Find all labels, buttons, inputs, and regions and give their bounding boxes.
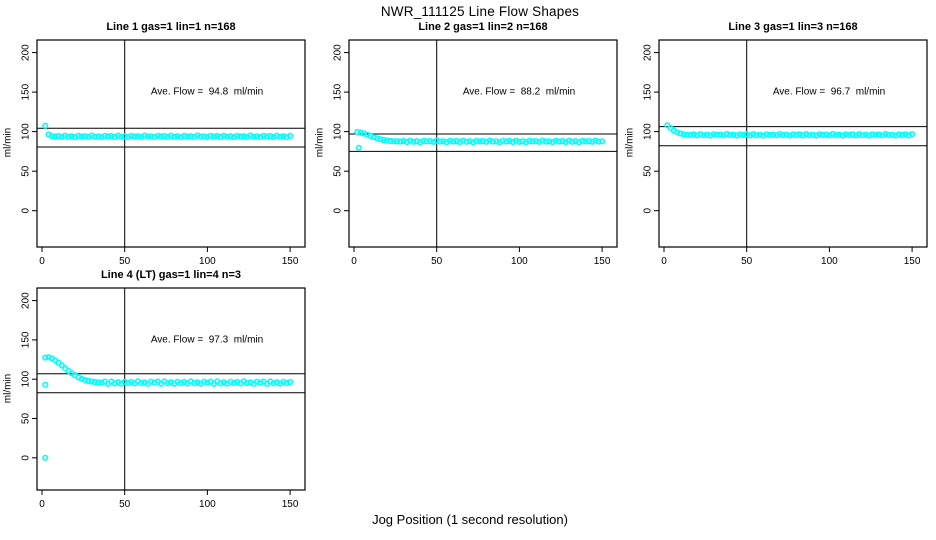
y-axis-label: ml/min (314, 127, 326, 158)
svg-text:200: 200 (21, 44, 32, 61)
subplot-line-4: Line 4 (LT) gas=1 lin=4 n=3 ml/min Ave. … (0, 263, 312, 510)
svg-text:0: 0 (39, 256, 45, 265)
subplot-title: Line 2 gas=1 lin=2 n=168 (418, 21, 548, 33)
svg-text:50: 50 (119, 499, 131, 510)
svg-text:150: 150 (282, 499, 299, 510)
plot-area: 0 50 100 150 0 50 100 150 200 (21, 39, 306, 265)
figure-title: NWR_111125 Line Flow Shapes (380, 4, 580, 19)
subplot-line-2: Line 2 gas=1 lin=2 n=168 ml/min Ave. Flo… (312, 15, 624, 265)
svg-text:50: 50 (21, 413, 32, 425)
svg-text:0: 0 (21, 207, 32, 213)
svg-text:100: 100 (821, 256, 838, 265)
svg-text:50: 50 (119, 256, 131, 265)
subplot-line-1: Line 1 gas=1 lin=1 n=168 ml/min Ave. Flo… (0, 15, 312, 265)
ave-flow-annotation: Ave. Flow = 97.3 ml/min (150, 334, 264, 346)
svg-text:100: 100 (21, 123, 32, 140)
y-axis-label: ml/min (624, 127, 636, 158)
plot-area: 0 50 100 150 0 50 100 150 200 (333, 39, 618, 265)
svg-text:50: 50 (741, 256, 753, 265)
svg-text:0: 0 (661, 256, 667, 265)
ave-flow-annotation: Ave. Flow = 96.7 ml/min (772, 86, 886, 98)
svg-text:100: 100 (511, 256, 528, 265)
svg-text:200: 200 (643, 44, 654, 61)
svg-text:100: 100 (643, 123, 654, 140)
x-axis-label: Jog Position (1 second resolution) (372, 512, 568, 527)
svg-text:50: 50 (333, 165, 344, 177)
svg-text:150: 150 (21, 83, 32, 100)
svg-text:50: 50 (21, 165, 32, 177)
ave-flow-annotation: Ave. Flow = 94.8 ml/min (150, 86, 264, 98)
svg-text:100: 100 (333, 123, 344, 140)
svg-text:100: 100 (199, 256, 216, 265)
subplot-title: Line 4 (LT) gas=1 lin=4 n=3 (100, 269, 242, 281)
subplot-line-3: Line 3 gas=1 lin=3 n=168 ml/min Ave. Flo… (622, 15, 934, 265)
svg-text:50: 50 (643, 165, 654, 177)
subplot-title: Line 1 gas=1 lin=1 n=168 (106, 21, 236, 33)
plot-area: 0 50 100 150 0 50 100 150 200 (21, 287, 306, 510)
svg-text:0: 0 (351, 256, 357, 265)
svg-text:0: 0 (39, 499, 45, 510)
svg-text:150: 150 (904, 256, 921, 265)
svg-text:150: 150 (282, 256, 299, 265)
svg-text:200: 200 (21, 292, 32, 309)
y-axis-label: ml/min (2, 373, 14, 404)
plot-area: 0 50 100 150 0 50 100 150 200 (643, 39, 928, 265)
svg-text:100: 100 (199, 499, 216, 510)
svg-text:50: 50 (431, 256, 443, 265)
svg-text:150: 150 (333, 83, 344, 100)
subplot-title: Line 3 gas=1 lin=3 n=168 (728, 21, 858, 33)
svg-text:150: 150 (594, 256, 611, 265)
svg-text:0: 0 (643, 207, 654, 213)
svg-text:150: 150 (21, 331, 32, 348)
svg-text:0: 0 (333, 207, 344, 213)
svg-text:200: 200 (333, 44, 344, 61)
svg-text:150: 150 (643, 83, 654, 100)
y-axis-label: ml/min (2, 127, 14, 158)
ave-flow-annotation: Ave. Flow = 88.2 ml/min (462, 86, 576, 98)
svg-text:100: 100 (21, 370, 32, 387)
svg-text:0: 0 (21, 455, 32, 461)
